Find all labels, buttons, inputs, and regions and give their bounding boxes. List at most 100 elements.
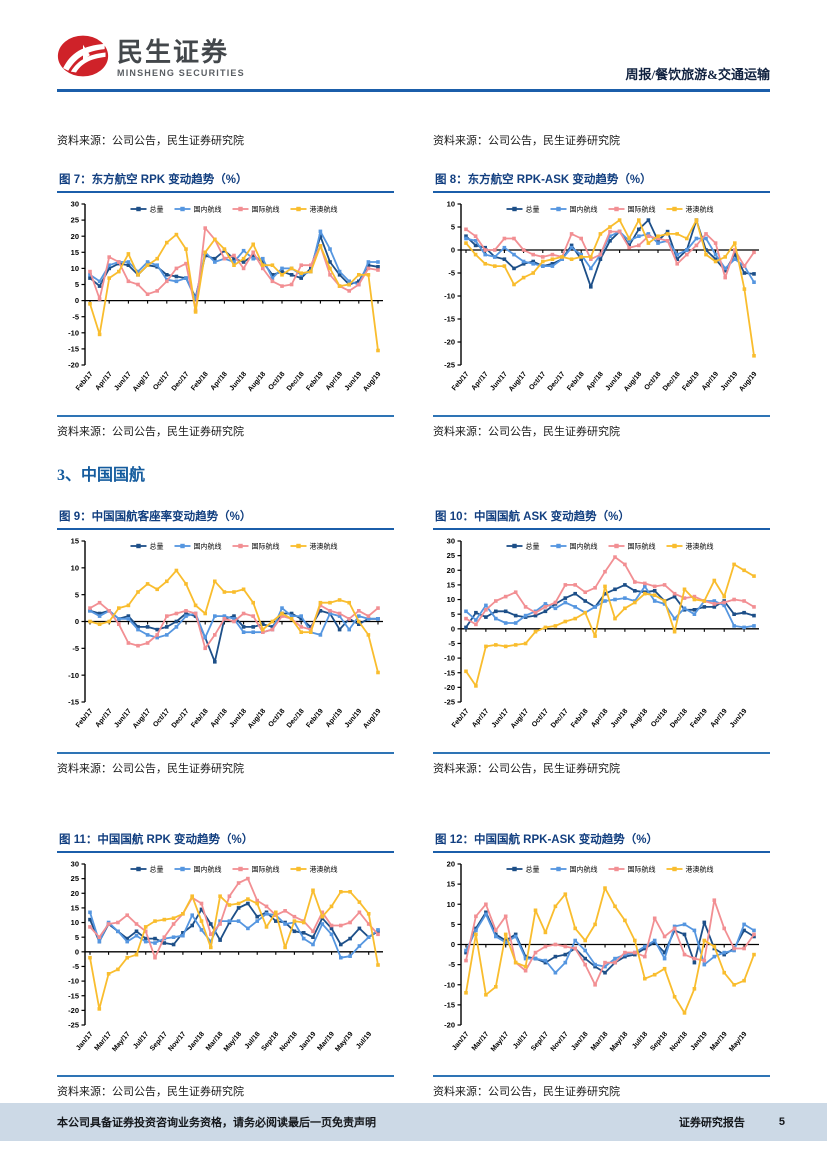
svg-text:0: 0 [451, 624, 455, 633]
figure-rule [57, 1075, 394, 1077]
svg-text:国际航线: 国际航线 [252, 542, 280, 551]
svg-text:Aug/19: Aug/19 [362, 708, 382, 730]
svg-text:港澳航线: 港澳航线 [686, 865, 714, 874]
svg-text:30: 30 [71, 200, 79, 209]
svg-text:-20: -20 [68, 1006, 79, 1015]
svg-text:-5: -5 [72, 962, 79, 971]
svg-text:20: 20 [447, 860, 455, 869]
svg-text:0: 0 [451, 246, 455, 255]
svg-text:May/18: May/18 [609, 1031, 629, 1053]
svg-text:Oct/17: Oct/17 [152, 371, 171, 392]
svg-text:-10: -10 [68, 671, 79, 680]
svg-text:15: 15 [447, 581, 455, 590]
svg-text:国际航线: 国际航线 [252, 205, 280, 214]
svg-text:Feb/19: Feb/19 [305, 371, 325, 393]
svg-text:港澳航线: 港澳航线 [310, 205, 338, 214]
source-note: 资料来源：公司公告，民生证券研究院 [433, 763, 620, 775]
svg-text:-15: -15 [68, 345, 79, 354]
svg-text:-15: -15 [68, 991, 79, 1000]
figure-rule [57, 752, 394, 754]
svg-text:30: 30 [447, 537, 455, 546]
brand-text: 民生证券 MINSHENG SECURITIES [117, 39, 245, 78]
svg-text:5: 5 [75, 933, 79, 942]
section-heading: 3、中国国航 [57, 467, 146, 484]
svg-text:May/19: May/19 [334, 1031, 354, 1053]
svg-text:10: 10 [447, 900, 455, 909]
page-header: 民生证券 MINSHENG SECURITIES 周报/餐饮旅游&交通运输 [57, 28, 770, 92]
svg-text:Feb/18: Feb/18 [570, 708, 590, 730]
svg-text:May/18: May/18 [223, 1031, 243, 1053]
svg-text:10: 10 [447, 200, 455, 209]
svg-text:Oct/18: Oct/18 [267, 371, 286, 392]
svg-text:Feb/17: Feb/17 [451, 708, 471, 730]
svg-text:Feb/18: Feb/18 [190, 708, 210, 730]
svg-text:-15: -15 [444, 668, 455, 677]
svg-text:Apr/19: Apr/19 [325, 708, 344, 729]
svg-text:Feb/19: Feb/19 [689, 708, 709, 730]
svg-text:Aug/17: Aug/17 [510, 708, 530, 730]
source-note: 资料来源：公司公告，民生证券研究院 [57, 1086, 244, 1098]
svg-text:Apr/18: Apr/18 [210, 708, 229, 729]
svg-text:-5: -5 [448, 639, 455, 648]
page-content: 资料来源：公司公告，民生证券研究院 资料来源：公司公告，民生证券研究院 图 7：… [57, 110, 770, 1099]
svg-text:Aug/17: Aug/17 [132, 371, 152, 393]
svg-text:Dec/18: Dec/18 [286, 371, 306, 393]
svg-text:Jan/18: Jan/18 [570, 1031, 589, 1052]
svg-text:-10: -10 [444, 292, 455, 301]
svg-text:Apr/18: Apr/18 [210, 371, 229, 392]
svg-text:Oct/17: Oct/17 [152, 708, 171, 729]
svg-text:Jan/17: Jan/17 [451, 1031, 470, 1052]
svg-text:总量: 总量 [150, 865, 164, 874]
svg-text:Dec/17: Dec/17 [547, 371, 567, 393]
svg-text:Jan/17: Jan/17 [75, 1031, 94, 1052]
svg-text:Dec/17: Dec/17 [171, 708, 191, 730]
figure-row-3: 图 11：中国国航 RPK 变动趋势（%） 30 25 20 15 10 5 0 -5 -10 -… [57, 828, 770, 1099]
svg-text:25: 25 [71, 874, 79, 883]
svg-text:15: 15 [71, 248, 79, 257]
footer-disclaimer: 本公司具备证券投资咨询业务资格，请务必阅读最后一页免责声明 [57, 1117, 376, 1129]
figure-title: 图 11：中国国航 RPK 变动趋势（%） [57, 828, 394, 853]
svg-text:5: 5 [75, 280, 79, 289]
svg-text:Feb/18: Feb/18 [190, 371, 210, 393]
svg-text:Jul/18: Jul/18 [244, 1031, 262, 1051]
source-note: 资料来源：公司公告，民生证券研究院 [57, 763, 244, 775]
svg-text:Jun/19: Jun/19 [344, 708, 364, 730]
svg-text:10: 10 [71, 918, 79, 927]
svg-text:Nov/17: Nov/17 [167, 1031, 187, 1053]
footer-report-label: 证券研究报告 [678, 1117, 745, 1129]
svg-text:Nov/18: Nov/18 [279, 1031, 299, 1053]
svg-text:Sep/17: Sep/17 [149, 1031, 169, 1053]
svg-text:Jul/17: Jul/17 [512, 1031, 530, 1051]
svg-text:25: 25 [447, 551, 455, 560]
figure-title: 图 7：东方航空 RPK 变动趋势（%） [57, 168, 394, 193]
svg-text:Mar/17: Mar/17 [471, 1031, 491, 1053]
footer-page-number: 5 [778, 1116, 785, 1128]
svg-text:Sep/18: Sep/18 [260, 1031, 280, 1053]
figure-fig11: 图 11：中国国航 RPK 变动趋势（%） 30 25 20 15 10 5 0 -5 -10 -… [57, 828, 394, 1099]
svg-text:15: 15 [71, 537, 79, 546]
svg-text:Jan/19: Jan/19 [298, 1031, 317, 1052]
svg-text:Feb/19: Feb/19 [305, 708, 325, 730]
svg-text:Feb/17: Feb/17 [75, 708, 95, 730]
svg-text:Jun/19: Jun/19 [729, 708, 749, 730]
svg-text:Aug/18: Aug/18 [629, 708, 649, 730]
svg-text:0: 0 [451, 940, 455, 949]
figure-rule [433, 415, 770, 417]
report-type-label: 周报/餐饮旅游&交通运输 [625, 67, 770, 82]
svg-text:0: 0 [75, 947, 79, 956]
svg-text:May/17: May/17 [111, 1031, 131, 1053]
svg-text:-15: -15 [68, 698, 79, 707]
svg-text:国内航线: 国内航线 [570, 542, 598, 551]
svg-text:国内航线: 国内航线 [194, 865, 222, 874]
svg-text:国际航线: 国际航线 [252, 865, 280, 874]
svg-text:Dec/18: Dec/18 [669, 708, 689, 730]
svg-text:Jun/17: Jun/17 [113, 371, 133, 393]
svg-text:-25: -25 [444, 361, 455, 370]
svg-text:20: 20 [447, 566, 455, 575]
chart-fig8: 10 5 0 -5 -10 -15 -20 -25 Feb/17 Apr/17 Jun/17 Aug/… [433, 193, 770, 415]
svg-text:Oct/17: Oct/17 [531, 708, 550, 729]
svg-text:国内航线: 国内航线 [570, 865, 598, 874]
svg-text:-25: -25 [68, 1021, 79, 1030]
figure-title: 图 8：东方航空 RPK-ASK 变动趋势（%） [433, 168, 770, 193]
svg-text:Dec/18: Dec/18 [286, 708, 306, 730]
